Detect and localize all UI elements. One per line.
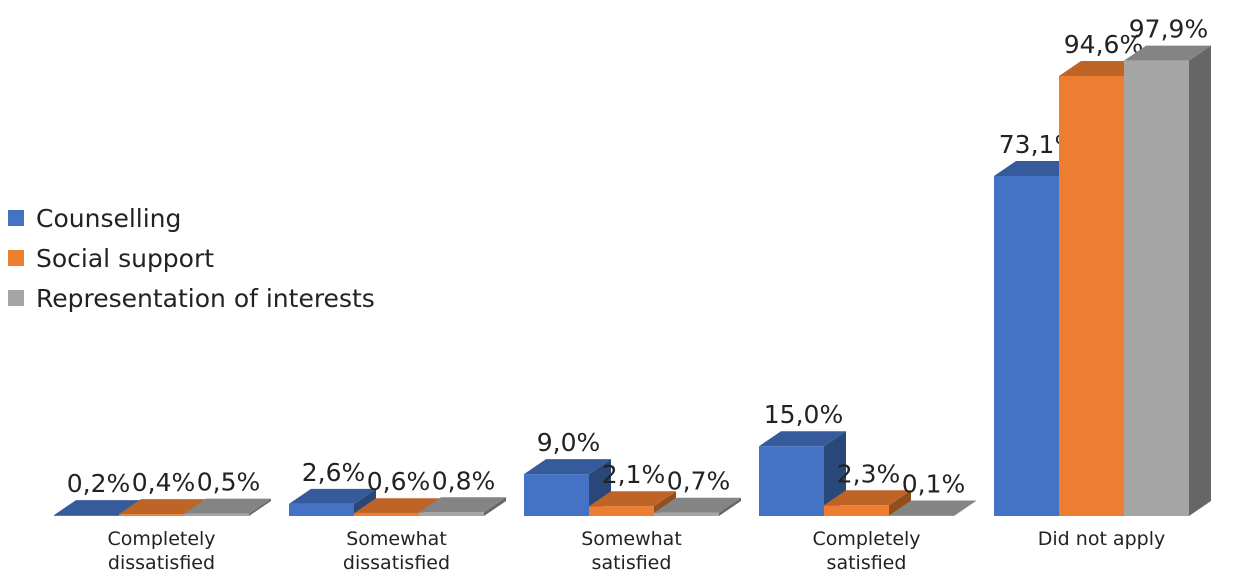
data-label-counselling-completely-dissatisfied: 0,2% [67,469,131,498]
bar-side-representation-of-interests-somewhat-satisfied [719,497,741,516]
bar-side-representation-of-interests-completely-dissatisfied [249,498,271,516]
category-label-0-0: Completely [107,528,215,550]
data-label-social-support-completely-satisfied: 2,3% [837,459,901,488]
bar-counselling-completely-satisfied [759,446,824,516]
bar-side-representation-of-interests-somewhat-dissatisfied [484,497,506,516]
bar-social-support-somewhat-satisfied [589,506,654,516]
bar-social-support-did-not-apply [1059,76,1124,516]
legend-label-representation: Representation of interests [36,283,375,313]
bar-social-support-somewhat-dissatisfied [354,513,419,516]
category-label-2-0: Somewhat [581,528,682,550]
category-label-0-1: dissatisfied [108,552,215,574]
bar-top-counselling-somewhat-dissatisfied [289,488,376,504]
legend-item-counselling: Counselling [8,198,375,238]
bar-top-social-support-completely-dissatisfied [119,499,206,515]
category-label-4-0: Did not apply [1038,528,1165,550]
bar-top-representation-of-interests-did-not-apply [1124,45,1211,61]
bar-side-representation-of-interests-completely-satisfied [954,500,976,516]
category-label-1-0: Somewhat [346,528,447,550]
bar-top-counselling-somewhat-satisfied [524,459,611,475]
category-label-3-0: Completely [812,528,920,550]
category-label-3-1: satisfied [827,552,907,574]
bar-social-support-completely-dissatisfied [119,514,184,516]
data-label-representation-of-interests-completely-dissatisfied: 0,5% [197,468,261,497]
legend-item-social-support: Social support [8,238,375,278]
data-label-representation-of-interests-completely-satisfied: 0,1% [902,470,966,499]
bar-counselling-somewhat-dissatisfied [289,503,354,516]
bar-top-social-support-somewhat-satisfied [589,491,676,507]
bar-counselling-completely-dissatisfied [54,515,119,516]
legend-label-counselling: Counselling [36,203,182,233]
bar-representation-of-interests-somewhat-dissatisfied [419,512,484,516]
bar-top-representation-of-interests-completely-satisfied [889,500,976,516]
data-label-social-support-somewhat-satisfied: 2,1% [602,460,666,489]
category-label-1-1: dissatisfied [343,552,450,574]
bar-top-representation-of-interests-completely-dissatisfied [184,498,271,514]
bar-side-counselling-somewhat-dissatisfied [354,488,376,516]
bar-counselling-somewhat-satisfied [524,474,589,516]
data-label-representation-of-interests-did-not-apply: 97,9% [1129,15,1208,44]
data-label-representation-of-interests-somewhat-satisfied: 0,7% [667,467,731,496]
bar-social-support-completely-satisfied [824,505,889,516]
bar-side-social-support-completely-satisfied [889,490,911,516]
legend: Counselling Social support Representatio… [8,198,375,318]
bar-side-representation-of-interests-did-not-apply [1189,45,1211,517]
bar-top-social-support-somewhat-dissatisfied [354,498,441,514]
data-label-counselling-somewhat-satisfied: 9,0% [537,428,601,457]
data-label-representation-of-interests-somewhat-dissatisfied: 0,8% [432,466,496,495]
legend-swatch-counselling [8,210,24,226]
bar-top-social-support-completely-satisfied [824,490,911,506]
bar-representation-of-interests-did-not-apply [1124,60,1189,517]
bar-counselling-did-not-apply [994,176,1059,516]
bar-top-representation-of-interests-somewhat-satisfied [654,497,741,513]
legend-label-social-support: Social support [36,243,215,273]
bar-representation-of-interests-completely-satisfied [889,515,954,517]
category-label-2-1: satisfied [592,552,672,574]
legend-swatch-representation [8,290,24,306]
bar-representation-of-interests-completely-dissatisfied [184,513,249,516]
legend-item-representation: Representation of interests [8,278,375,318]
data-label-counselling-somewhat-dissatisfied: 2,6% [302,458,366,487]
bar-top-representation-of-interests-somewhat-dissatisfied [419,497,506,513]
data-label-social-support-did-not-apply: 94,6% [1064,30,1143,59]
bar-representation-of-interests-somewhat-satisfied [654,512,719,516]
bar-top-counselling-completely-dissatisfied [54,500,141,516]
bar-top-counselling-completely-satisfied [759,431,846,447]
data-label-counselling-completely-satisfied: 15,0% [764,400,843,429]
data-label-social-support-somewhat-dissatisfied: 0,6% [367,467,431,496]
legend-swatch-social-support [8,250,24,266]
data-label-social-support-completely-dissatisfied: 0,4% [132,468,196,497]
